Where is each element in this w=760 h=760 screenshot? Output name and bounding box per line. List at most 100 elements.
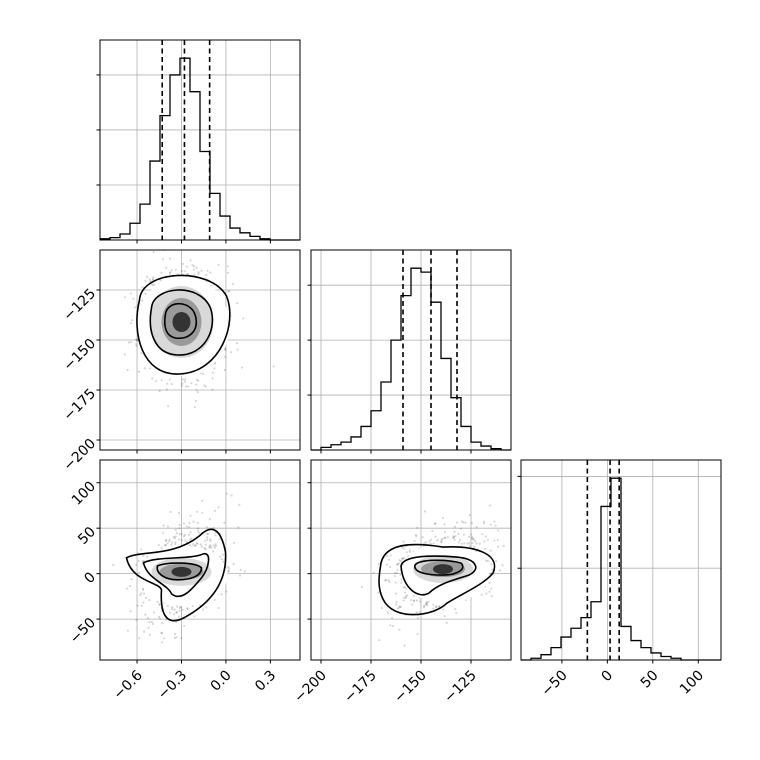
- scatter-point: [436, 539, 439, 542]
- x-tick-label: −0.6: [111, 667, 146, 702]
- scatter-point: [452, 536, 455, 540]
- scatter-point: [481, 532, 484, 536]
- scatter-point: [428, 540, 431, 543]
- scatter-point: [402, 557, 406, 560]
- scatter-point: [124, 296, 127, 299]
- scatter-point: [452, 536, 456, 539]
- scatter-point: [173, 613, 176, 616]
- scatter-point: [173, 632, 177, 636]
- scatter-point: [231, 283, 234, 286]
- scatter-point: [372, 571, 375, 574]
- scatter-point: [457, 532, 460, 536]
- scatter-point: [138, 571, 141, 574]
- scatter-point: [175, 532, 178, 535]
- scatter-point: [170, 382, 173, 386]
- scatter-point: [166, 604, 169, 608]
- scatter-point: [161, 641, 164, 644]
- scatter-point: [142, 601, 145, 604]
- scatter-point: [129, 321, 133, 324]
- scatter-point: [466, 542, 469, 545]
- contour-middle: [142, 553, 210, 598]
- scatter-point: [454, 608, 457, 611]
- scatter-point: [468, 544, 471, 547]
- scatter-point: [196, 527, 200, 530]
- scatter-point: [152, 250, 155, 254]
- scatter-point: [187, 533, 191, 536]
- scatter-point: [486, 538, 489, 541]
- scatter-point: [390, 617, 394, 620]
- scatter-point: [193, 544, 197, 547]
- scatter-point: [386, 611, 389, 614]
- contour-outer: [125, 528, 227, 622]
- scatter-point: [173, 636, 177, 639]
- scatter-point: [220, 593, 223, 596]
- scatter-point: [128, 584, 132, 587]
- scatter-point: [475, 542, 478, 545]
- scatter-point: [441, 608, 445, 611]
- scatter-point: [441, 517, 445, 520]
- joint-clip-group: [112, 492, 247, 644]
- scatter-point: [169, 271, 172, 274]
- scatter-point: [186, 607, 189, 610]
- scatter-point: [112, 563, 115, 566]
- scatter-point: [227, 290, 230, 293]
- scatter-point: [243, 570, 247, 573]
- scatter-point: [462, 533, 466, 536]
- scatter-point: [185, 265, 189, 268]
- hist-step-2: [521, 477, 721, 661]
- scatter-point: [226, 265, 229, 268]
- scatter-point: [209, 539, 212, 543]
- scatter-point: [151, 377, 154, 380]
- scatter-point: [230, 494, 233, 497]
- scatter-point: [168, 378, 171, 381]
- scatter-point: [501, 564, 504, 567]
- scatter-point: [467, 535, 471, 538]
- scatter-point: [416, 617, 420, 620]
- hist-frame-0: [99, 39, 301, 241]
- scatter-point: [135, 344, 138, 348]
- scatter-point: [421, 536, 424, 539]
- scatter-point: [443, 536, 447, 540]
- scatter-point: [180, 384, 184, 387]
- x-tick-label: −50: [539, 668, 571, 700]
- x-tick-label: 0.3: [252, 668, 279, 695]
- scatter-point: [147, 626, 150, 629]
- joint-frame-1-0: [99, 249, 301, 451]
- scatter-point: [166, 382, 169, 385]
- contour-outer: [136, 274, 231, 375]
- scatter-point: [425, 602, 428, 606]
- density-level-3: [433, 564, 453, 575]
- scatter-point: [402, 540, 405, 543]
- scatter-point: [389, 565, 392, 569]
- scatter-point: [161, 622, 164, 625]
- scatter-point: [384, 578, 388, 582]
- scatter-point: [168, 272, 171, 275]
- scatter-point: [440, 538, 443, 541]
- scatter-point: [155, 380, 158, 383]
- scatter-point: [174, 268, 177, 271]
- scatter-point: [209, 544, 212, 547]
- scatter-point: [208, 518, 211, 521]
- scatter-point: [185, 525, 188, 528]
- scatter-point: [142, 588, 145, 591]
- scatter-point: [188, 544, 191, 547]
- scatter-point: [182, 535, 186, 538]
- scatter-point: [151, 276, 155, 279]
- scatter-point: [168, 540, 171, 543]
- joint-panel-2-0: [96, 459, 301, 664]
- scatter-point: [432, 607, 435, 610]
- scatter-point: [418, 600, 421, 603]
- scatter-point: [175, 611, 178, 614]
- scatter-point: [401, 557, 404, 560]
- scatter-point: [418, 611, 421, 614]
- scatter-point: [126, 629, 130, 632]
- scatter-point: [176, 605, 179, 608]
- scatter-point: [174, 542, 177, 546]
- y-tick-label: 50: [75, 524, 99, 548]
- scatter-point: [402, 586, 405, 589]
- hist-frame-1: [310, 249, 512, 451]
- joint-frame-2-1: [310, 459, 512, 661]
- scatter-point: [134, 306, 137, 309]
- scatter-point: [201, 499, 204, 502]
- scatter-point: [165, 539, 168, 542]
